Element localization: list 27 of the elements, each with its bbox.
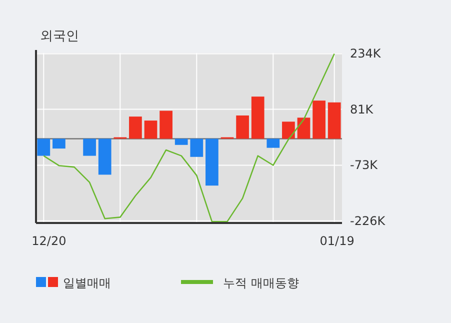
bar: [251, 96, 264, 139]
legend-label: 누적 매매동향: [223, 276, 299, 290]
x-tick-label: 01/19: [320, 234, 354, 248]
bar: [282, 122, 295, 139]
legend-label: 일별매매: [63, 276, 111, 290]
x-tick-label: 12/20: [32, 234, 66, 248]
bar: [52, 138, 66, 149]
bar: [83, 138, 96, 156]
bar: [174, 138, 188, 145]
bar: [129, 116, 142, 139]
y-tick-label: 81K: [350, 102, 374, 116]
chart-title: 외국인: [40, 29, 79, 44]
bar: [206, 138, 218, 186]
y-tick-label: -73K: [350, 158, 379, 172]
y-tick-label: -226K: [350, 214, 386, 228]
y-tick-label: 234K: [350, 46, 382, 61]
bar: [236, 115, 249, 139]
bar: [98, 138, 112, 175]
bar: [160, 110, 172, 139]
bar: [328, 102, 341, 139]
bar: [297, 118, 310, 139]
bar: [312, 100, 326, 139]
bar: [37, 138, 50, 156]
line-series: [43, 53, 335, 222]
bar: [144, 120, 158, 139]
bar: [190, 138, 204, 157]
bar: [266, 138, 280, 148]
